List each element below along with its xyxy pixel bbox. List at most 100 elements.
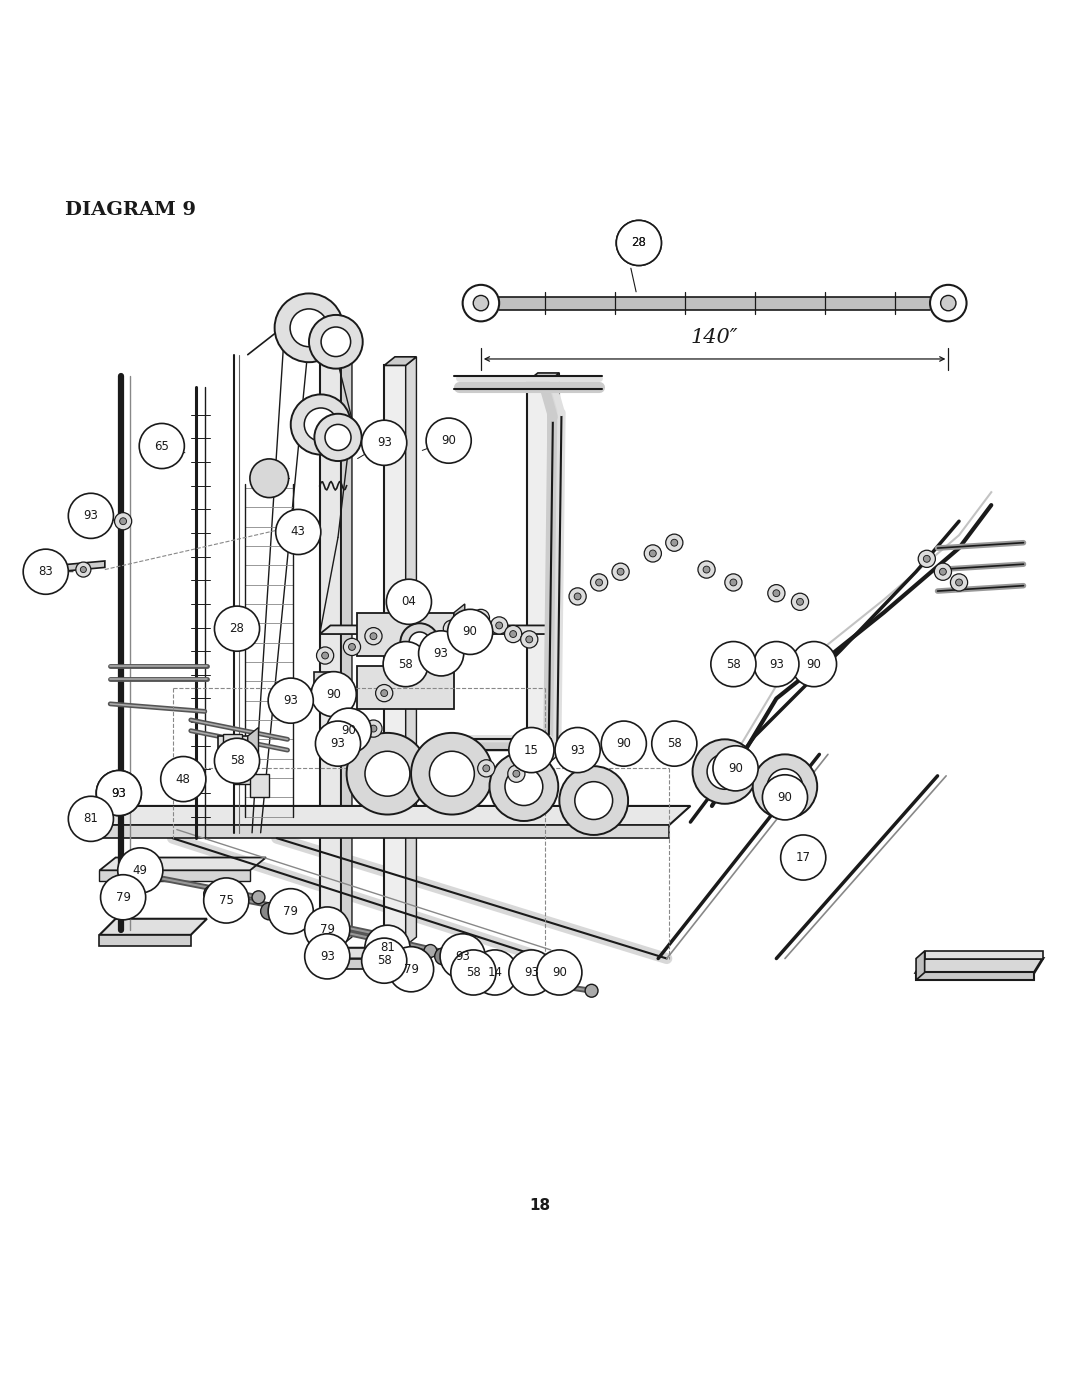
Text: 48: 48: [176, 773, 191, 785]
Circle shape: [322, 652, 328, 659]
Text: 140″: 140″: [691, 328, 739, 346]
Circle shape: [768, 584, 785, 602]
Circle shape: [365, 925, 410, 971]
Text: 90: 90: [462, 626, 477, 638]
Polygon shape: [45, 562, 105, 573]
Circle shape: [505, 768, 543, 806]
Circle shape: [596, 578, 603, 585]
Text: 79: 79: [320, 923, 335, 936]
Text: 93: 93: [330, 738, 346, 750]
Circle shape: [730, 578, 737, 585]
Circle shape: [490, 617, 508, 634]
Text: 93: 93: [570, 743, 585, 757]
Text: 90: 90: [617, 738, 631, 750]
Circle shape: [409, 631, 430, 654]
Text: 93: 93: [83, 510, 98, 522]
Circle shape: [419, 631, 463, 676]
Circle shape: [305, 907, 350, 953]
Circle shape: [472, 609, 489, 626]
Polygon shape: [320, 958, 401, 970]
Text: 90: 90: [326, 687, 341, 701]
Circle shape: [365, 752, 410, 796]
Circle shape: [645, 545, 661, 562]
Circle shape: [492, 958, 505, 971]
Polygon shape: [384, 356, 417, 366]
Circle shape: [435, 947, 451, 965]
Circle shape: [333, 685, 339, 692]
Circle shape: [291, 394, 351, 454]
Circle shape: [585, 985, 598, 997]
Circle shape: [274, 293, 343, 362]
Polygon shape: [499, 296, 930, 310]
Circle shape: [440, 933, 485, 979]
Polygon shape: [99, 935, 191, 946]
Circle shape: [308, 918, 325, 935]
Text: 93: 93: [111, 787, 126, 799]
Circle shape: [100, 875, 146, 919]
Text: 81: 81: [380, 942, 395, 954]
Circle shape: [114, 513, 132, 529]
Circle shape: [275, 510, 321, 555]
Circle shape: [537, 950, 582, 995]
Circle shape: [617, 221, 661, 265]
Text: 17: 17: [796, 851, 811, 863]
Circle shape: [504, 626, 522, 643]
Text: 14: 14: [487, 965, 502, 979]
Circle shape: [617, 569, 624, 576]
Circle shape: [215, 606, 259, 651]
Polygon shape: [357, 612, 454, 655]
Circle shape: [429, 641, 447, 659]
Circle shape: [139, 423, 185, 468]
Circle shape: [612, 563, 630, 580]
Text: 93: 93: [524, 965, 539, 979]
Circle shape: [649, 550, 657, 557]
Circle shape: [509, 950, 554, 995]
Circle shape: [754, 641, 799, 687]
Circle shape: [365, 627, 382, 645]
Circle shape: [316, 909, 329, 922]
Circle shape: [326, 708, 372, 753]
Polygon shape: [89, 806, 690, 826]
Circle shape: [383, 641, 429, 687]
Text: 04: 04: [402, 595, 417, 608]
Circle shape: [713, 746, 758, 791]
Circle shape: [387, 580, 432, 624]
Circle shape: [305, 408, 337, 441]
Circle shape: [268, 678, 313, 724]
Circle shape: [362, 939, 407, 983]
Circle shape: [347, 733, 429, 814]
Text: 58: 58: [377, 954, 392, 967]
Circle shape: [96, 771, 141, 816]
Circle shape: [692, 739, 757, 803]
Circle shape: [509, 728, 554, 773]
Circle shape: [252, 891, 265, 904]
Circle shape: [602, 721, 646, 766]
Polygon shape: [99, 919, 207, 935]
Circle shape: [443, 620, 460, 637]
Circle shape: [472, 950, 517, 995]
Circle shape: [941, 295, 956, 310]
Polygon shape: [99, 870, 249, 882]
Circle shape: [462, 285, 499, 321]
Circle shape: [773, 590, 780, 597]
Circle shape: [309, 314, 363, 369]
Text: 90: 90: [728, 761, 743, 775]
Circle shape: [249, 458, 288, 497]
Circle shape: [370, 633, 377, 640]
Circle shape: [343, 711, 361, 729]
Text: 93: 93: [455, 950, 470, 963]
Circle shape: [311, 672, 356, 717]
Circle shape: [411, 733, 492, 814]
Circle shape: [268, 888, 313, 933]
Circle shape: [76, 562, 91, 577]
Circle shape: [375, 929, 388, 942]
Circle shape: [424, 944, 436, 957]
Text: 58: 58: [465, 965, 481, 979]
Polygon shape: [916, 958, 1043, 972]
Polygon shape: [320, 346, 352, 355]
Circle shape: [204, 877, 248, 923]
Circle shape: [118, 848, 163, 893]
Circle shape: [930, 285, 967, 321]
Circle shape: [956, 578, 962, 585]
Text: 90: 90: [442, 434, 456, 447]
